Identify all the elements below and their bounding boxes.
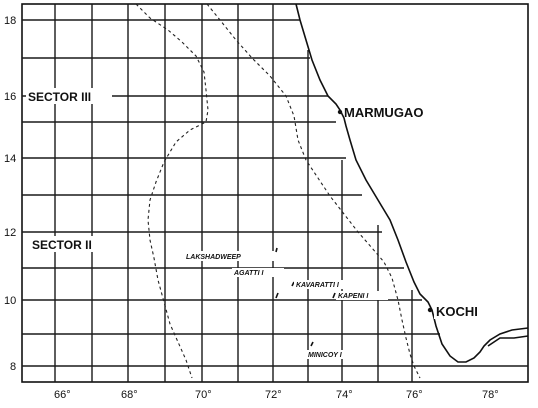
island-label-bg (232, 268, 284, 277)
coastline (295, 3, 529, 363)
island-label-minicoy: MINICOY I (308, 352, 343, 359)
map-frame (21, 3, 529, 383)
x-tick-label: 72° (265, 389, 282, 401)
y-tick-label: 8 (10, 361, 16, 373)
y-tick-label: 16 (4, 91, 16, 103)
island-label-kapeni: KAPENI I (338, 293, 369, 300)
port-label-bg (434, 303, 482, 319)
island-marker (275, 247, 278, 253)
sector-label-bg (26, 88, 112, 104)
island-label-agatti: AGATTI I (233, 270, 264, 277)
port-label-marmugao: MARMUGAO (344, 105, 423, 120)
y-tick-label: 14 (4, 153, 16, 165)
island-label-bg (336, 291, 388, 300)
port-marker (337, 109, 343, 115)
boundary-east (206, 3, 421, 379)
x-axis-labels: 66° 68° 70° 72° 74° 76° 78° (54, 389, 499, 401)
island-marker (310, 341, 314, 347)
grid-lines (22, 4, 528, 382)
y-tick-label: 12 (4, 227, 16, 239)
x-tick-label: 70° (195, 389, 212, 401)
island-label-lakshadweep: LAKSHADWEEP (186, 254, 241, 261)
island-marker (275, 292, 279, 299)
island-marker (291, 281, 295, 287)
island-marker (332, 292, 336, 299)
sector-label-iii: SECTOR III (28, 90, 91, 104)
coastline-inlet (487, 335, 529, 347)
sector-label-bg (30, 236, 102, 252)
island-label-bg (306, 350, 358, 359)
y-tick-label: 10 (4, 295, 16, 307)
y-tick-label: 18 (4, 15, 16, 27)
x-tick-label: 74° (336, 389, 353, 401)
port-marker (427, 307, 433, 313)
x-tick-label: 78° (482, 389, 499, 401)
boundary-west (135, 3, 209, 379)
island-label-bg (294, 280, 360, 289)
x-tick-label: 66° (54, 389, 71, 401)
island-label-kavaratti: KAVARATTI I (296, 282, 340, 289)
x-tick-label: 76° (406, 389, 423, 401)
island-label-bg (184, 251, 280, 261)
sector-label-ii: SECTOR II (32, 238, 92, 252)
port-label-kochi: KOCHI (436, 304, 478, 319)
y-axis-labels: 18 16 14 12 10 8 (4, 15, 16, 373)
x-tick-label: 68° (121, 389, 138, 401)
